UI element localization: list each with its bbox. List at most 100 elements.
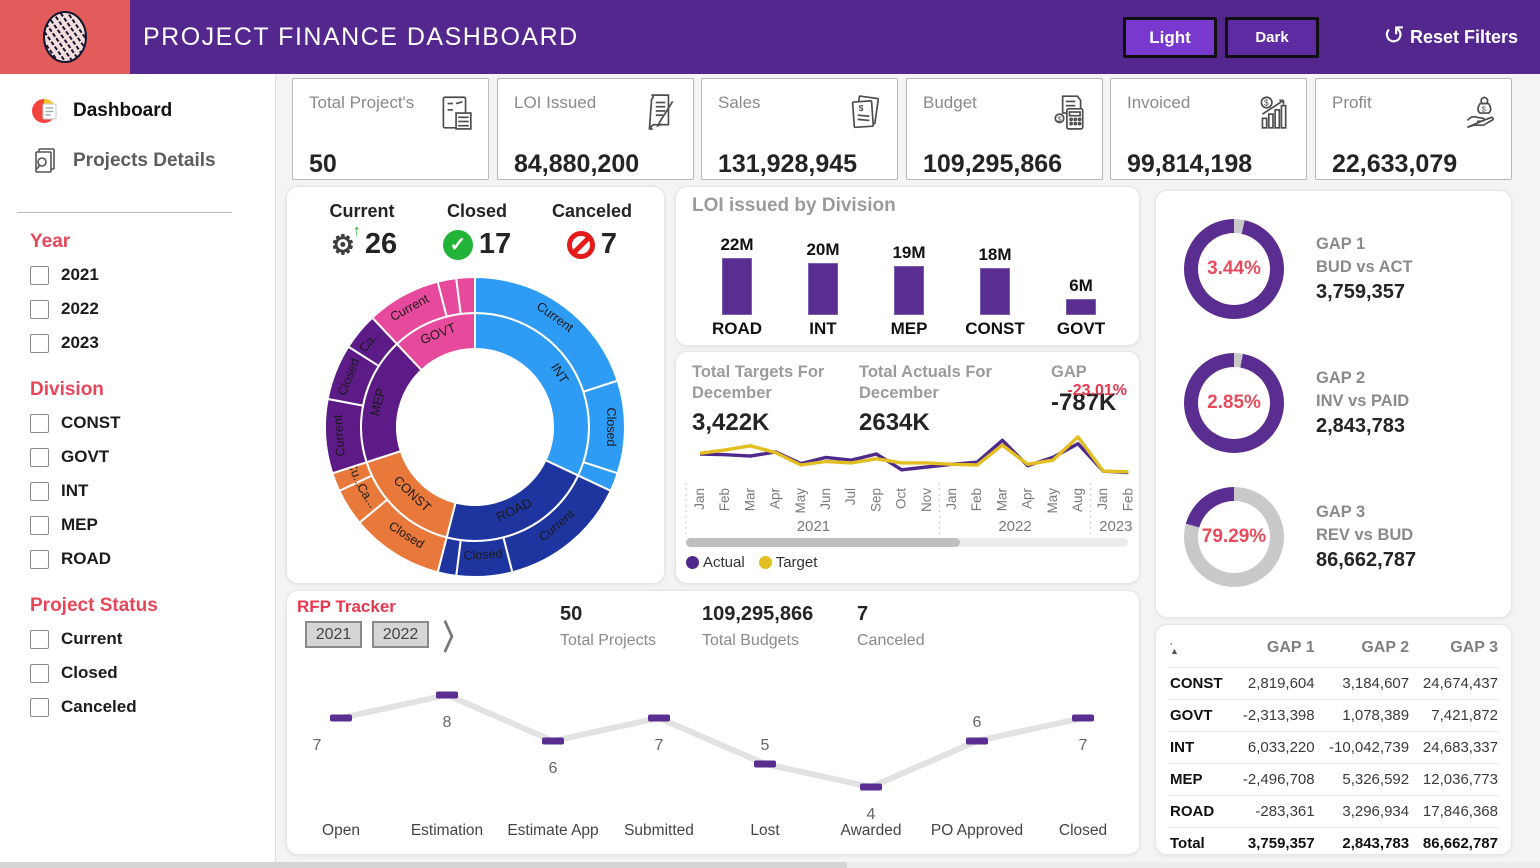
rfp-point-awarded[interactable] bbox=[860, 783, 882, 791]
checkbox-mep[interactable] bbox=[30, 515, 49, 535]
month-tick-label: May bbox=[1045, 488, 1060, 514]
table-cell: ROAD bbox=[1168, 795, 1232, 828]
kpi-card-invoiced[interactable]: Invoiced $99,814,198 bbox=[1110, 78, 1307, 180]
status-block-canceled: Canceled 7 bbox=[537, 201, 647, 261]
light-theme-button[interactable]: Light bbox=[1123, 17, 1217, 58]
stat-label: Total Actuals For December bbox=[859, 363, 992, 402]
kpi-value: 22,633,079 bbox=[1332, 150, 1458, 178]
rfp-tracker-panel: RFP Tracker 2021 2022 〉 50 Total Projects … bbox=[286, 590, 1140, 855]
kpi-card-top: Budget $ bbox=[923, 93, 1088, 136]
table-cell: 3,759,357 bbox=[1231, 827, 1317, 859]
table-cell: 3,184,607 bbox=[1316, 667, 1412, 700]
dollar-doc-icon: $ bbox=[845, 93, 883, 136]
checkbox-const[interactable] bbox=[30, 413, 49, 433]
filter-option-road: ROAD bbox=[30, 549, 275, 569]
column-header[interactable]: GAP 2 bbox=[1361, 639, 1410, 656]
sidebar-item-dashboard[interactable]: Dashboard bbox=[30, 96, 275, 126]
checkbox-2021[interactable] bbox=[30, 265, 49, 285]
filter-option-mep: MEP bbox=[30, 515, 275, 535]
checkbox-canceled[interactable] bbox=[30, 697, 49, 717]
checkbox-2023[interactable] bbox=[30, 333, 49, 353]
gap-percent: -23.01% bbox=[1067, 382, 1127, 399]
column-header[interactable]: GAP 1 bbox=[1266, 639, 1315, 656]
filter-option-2023: 2023 bbox=[30, 333, 275, 353]
rfp-point-estimation[interactable] bbox=[436, 691, 458, 699]
table-cell: 17,846,368 bbox=[1411, 795, 1500, 828]
rfp-point-lost[interactable] bbox=[754, 760, 776, 768]
rfp-point-open[interactable] bbox=[330, 714, 352, 722]
loi-bar-mep[interactable]: 19M MEP bbox=[866, 227, 952, 339]
rfp-year-button-2021[interactable]: 2021 bbox=[305, 621, 362, 648]
svg-text:$: $ bbox=[1057, 115, 1061, 124]
stat-value: 2634K bbox=[859, 409, 930, 437]
checkbox-road[interactable] bbox=[30, 549, 49, 569]
rfp-line-chart[interactable]: 7 Open 8 Estimation 6 Estimate App 7 Submitted 5… bbox=[295, 673, 1133, 841]
rfp-point-estimate-app[interactable] bbox=[542, 737, 564, 745]
status-value-row: 7 bbox=[537, 228, 647, 261]
targets-line-chart[interactable]: Jan Feb Mar Apr May Jun Jul Sep Oct Nov Jan Feb Mar A… bbox=[678, 428, 1138, 536]
checkbox-2022[interactable] bbox=[30, 299, 49, 319]
bar[interactable] bbox=[1066, 299, 1096, 315]
line-series-target[interactable] bbox=[699, 435, 1129, 474]
loi-bar-int[interactable]: 20M INT bbox=[780, 227, 866, 339]
checkbox-govt[interactable] bbox=[30, 447, 49, 467]
kpi-card-sales[interactable]: Sales $131,928,945 bbox=[701, 78, 898, 180]
page-scrollbar[interactable] bbox=[0, 862, 1540, 868]
checkbox-current[interactable] bbox=[30, 629, 49, 649]
loi-bar-road[interactable]: 22M ROAD bbox=[694, 227, 780, 339]
legend-dot bbox=[686, 556, 699, 569]
company-logo bbox=[0, 0, 130, 74]
rfp-point-po-approved[interactable] bbox=[966, 737, 988, 745]
loi-bar-govt[interactable]: 6M GOVT bbox=[1038, 227, 1124, 339]
gauge-value: 3,759,357 bbox=[1316, 280, 1405, 303]
bar[interactable] bbox=[980, 268, 1010, 315]
month-tick-label: Jan bbox=[692, 488, 707, 510]
rfp-point-submitted[interactable] bbox=[648, 714, 670, 722]
kpi-card-budget[interactable]: Budget $109,295,866 bbox=[906, 78, 1103, 180]
table-cell: -2,313,398 bbox=[1231, 699, 1317, 732]
filter-group-year: Year 2021 2022 2023 bbox=[30, 231, 275, 353]
table-row[interactable]: INT 6,033,220 -10,042,739 24,683,337 bbox=[1168, 731, 1500, 764]
reset-filters-button[interactable]: ↺ Reset Filters bbox=[1383, 0, 1518, 74]
bar[interactable] bbox=[722, 258, 752, 315]
table-total-row[interactable]: Total 3,759,357 2,843,783 86,662,787 bbox=[1168, 827, 1500, 859]
rfp-category-label: PO Approved bbox=[931, 822, 1023, 839]
sort-icon[interactable]: · ▲ bbox=[1170, 638, 1179, 656]
filter-option-label: CONST bbox=[61, 413, 121, 432]
table-row[interactable]: CONST 2,819,604 3,184,607 24,674,437 bbox=[1168, 667, 1500, 700]
status-block-current: Current ⚙ ↑ 26 bbox=[307, 201, 417, 261]
kpi-card-loi-issued[interactable]: LOI Issued 84,880,200 bbox=[497, 78, 694, 180]
column-header[interactable]: GAP 3 bbox=[1450, 639, 1498, 656]
rfp-year-button-2022[interactable]: 2022 bbox=[372, 621, 429, 648]
kpi-card-total-project-s[interactable]: Total Project's 50 bbox=[292, 78, 489, 180]
calculator-icon: $ bbox=[1050, 93, 1088, 136]
bar[interactable] bbox=[808, 263, 838, 315]
bar-category-label: MEP bbox=[890, 319, 928, 338]
bar[interactable] bbox=[894, 266, 924, 315]
gauge-percent: 2.85% bbox=[1198, 367, 1270, 439]
sunburst-govt-canceled[interactable] bbox=[455, 275, 476, 316]
gauge-comparison: BUD vs ACT bbox=[1316, 257, 1413, 276]
status-division-sunburst-chart[interactable]: CurrentClosedINTCurrentClosedROADClosedC… bbox=[319, 271, 631, 583]
page-scrollbar-thumb[interactable] bbox=[0, 862, 847, 868]
kpi-value: 131,928,945 bbox=[718, 150, 858, 178]
chart-scrollbar-thumb[interactable] bbox=[686, 538, 961, 547]
rfp-value-label: 6 bbox=[549, 760, 558, 777]
rfp-point-closed[interactable] bbox=[1072, 714, 1094, 722]
line-series-actual[interactable] bbox=[699, 438, 1129, 475]
sidebar-item-projects-details[interactable]: Projects Details bbox=[30, 146, 275, 176]
checkbox-closed[interactable] bbox=[30, 663, 49, 683]
table-row[interactable]: GOVT -2,313,398 1,078,389 7,421,872 bbox=[1168, 699, 1500, 732]
checkbox-int[interactable] bbox=[30, 481, 49, 501]
table-row[interactable]: MEP -2,496,708 5,326,592 12,036,773 bbox=[1168, 763, 1500, 796]
gauge-ring: 79.29% bbox=[1184, 487, 1284, 587]
gauge-ring: 2.85% bbox=[1184, 353, 1284, 453]
filter-option-label: GOVT bbox=[61, 447, 110, 466]
chevron-right-icon[interactable]: 〉 bbox=[443, 619, 467, 658]
dark-theme-button[interactable]: Dark bbox=[1225, 17, 1319, 58]
table-row[interactable]: ROAD -283,361 3,296,934 17,846,368 bbox=[1168, 795, 1500, 828]
filter-option-label: Closed bbox=[61, 663, 118, 682]
bar-value-label: 20M bbox=[806, 240, 840, 259]
loi-bar-const[interactable]: 18M CONST bbox=[952, 227, 1038, 339]
kpi-card-profit[interactable]: Profit $22,633,079 bbox=[1315, 78, 1512, 180]
